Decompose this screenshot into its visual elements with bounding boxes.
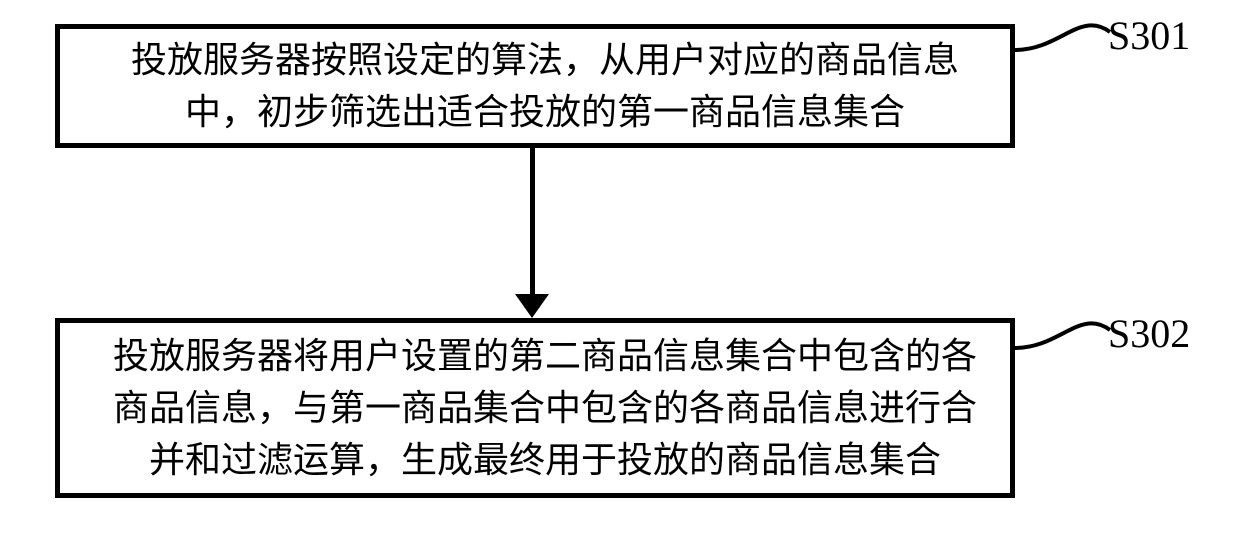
arrow-shaft [530, 148, 535, 294]
text-line: 投放服务器将用户设置的第二商品信息集合中包含的各 [70, 330, 1020, 382]
text-line: 商品信息，与第一商品集合中包含的各商品信息进行合 [70, 382, 1020, 434]
flow-step-s302: 投放服务器将用户设置的第二商品信息集合中包含的各 商品信息，与第一商品集合中包含… [55, 318, 1015, 498]
step-label-s301: S301 [1108, 12, 1190, 59]
flowchart-canvas: { "canvas": { "width": 1240, "height": 5… [0, 0, 1240, 547]
text-line: 投放服务器按照设定的算法，从用户对应的商品信息 [70, 34, 1020, 86]
text-line: 中，初步筛选出适合投放的第一商品信息集合 [70, 86, 1020, 138]
flow-step-s302-text: 投放服务器将用户设置的第二商品信息集合中包含的各 商品信息，与第一商品集合中包含… [60, 330, 1010, 487]
arrow-head-icon [515, 294, 549, 318]
flow-step-s301-text: 投放服务器按照设定的算法，从用户对应的商品信息 中，初步筛选出适合投放的第一商品… [60, 34, 1010, 138]
connector-path [1015, 323, 1110, 348]
connector-path [1015, 25, 1110, 50]
text-line: 并和过滤运算，生成最终用于投放的商品信息集合 [70, 434, 1020, 486]
flow-step-s301: 投放服务器按照设定的算法，从用户对应的商品信息 中，初步筛选出适合投放的第一商品… [55, 24, 1015, 148]
step-label-s302: S302 [1108, 310, 1190, 357]
